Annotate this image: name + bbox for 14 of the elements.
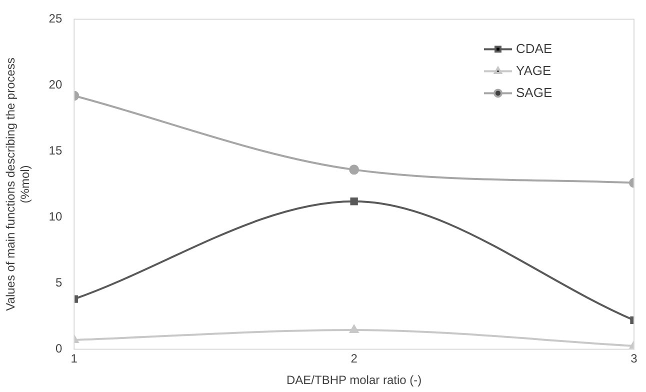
- legend-label: CDAE: [516, 40, 552, 56]
- legend-label: YAGE: [516, 62, 552, 78]
- x-tick-label: 2: [350, 352, 358, 366]
- y-tick-label: 25: [48, 12, 62, 26]
- y-tick-label: 10: [48, 210, 62, 224]
- y-tick-label: 0: [55, 342, 62, 356]
- x-tick-label: 1: [70, 352, 78, 366]
- y-axis-title: Values of main functions describing the process (%mol): [4, 58, 32, 311]
- y-tick-label: 20: [48, 78, 62, 92]
- y-tick-label: 5: [55, 276, 62, 290]
- y-tick-label: 15: [48, 144, 62, 158]
- x-axis-title: DAE/TBHP molar ratio (-): [286, 373, 422, 388]
- x-tick-label: 3: [630, 352, 638, 366]
- legend-label: SAGE: [516, 84, 552, 100]
